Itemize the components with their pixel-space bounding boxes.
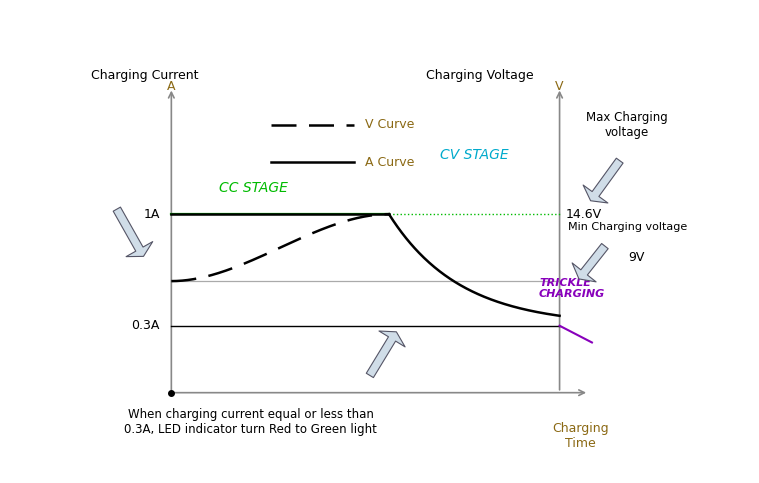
Text: When charging current equal or less than
0.3A, LED indicator turn Red to Green l: When charging current equal or less than… — [124, 408, 377, 436]
Text: Charging Current: Charging Current — [91, 69, 199, 82]
Text: Max Charging
voltage: Max Charging voltage — [587, 111, 668, 139]
Text: 1A: 1A — [143, 208, 159, 221]
Text: Min Charging voltage: Min Charging voltage — [568, 222, 687, 232]
Text: A Curve: A Curve — [366, 156, 415, 169]
Text: TRICKLE
CHARGING: TRICKLE CHARGING — [539, 278, 605, 299]
Text: V Curve: V Curve — [366, 118, 415, 131]
Text: CC STAGE: CC STAGE — [219, 181, 288, 195]
Text: A: A — [167, 80, 175, 93]
Text: Charging
Time: Charging Time — [552, 423, 609, 451]
Text: CV STAGE: CV STAGE — [440, 148, 509, 162]
Text: 9V: 9V — [628, 251, 644, 264]
Text: 14.6V: 14.6V — [565, 208, 602, 221]
Text: Charging Voltage: Charging Voltage — [427, 69, 534, 82]
Text: V: V — [556, 80, 564, 93]
Text: 0.3A: 0.3A — [131, 319, 159, 332]
